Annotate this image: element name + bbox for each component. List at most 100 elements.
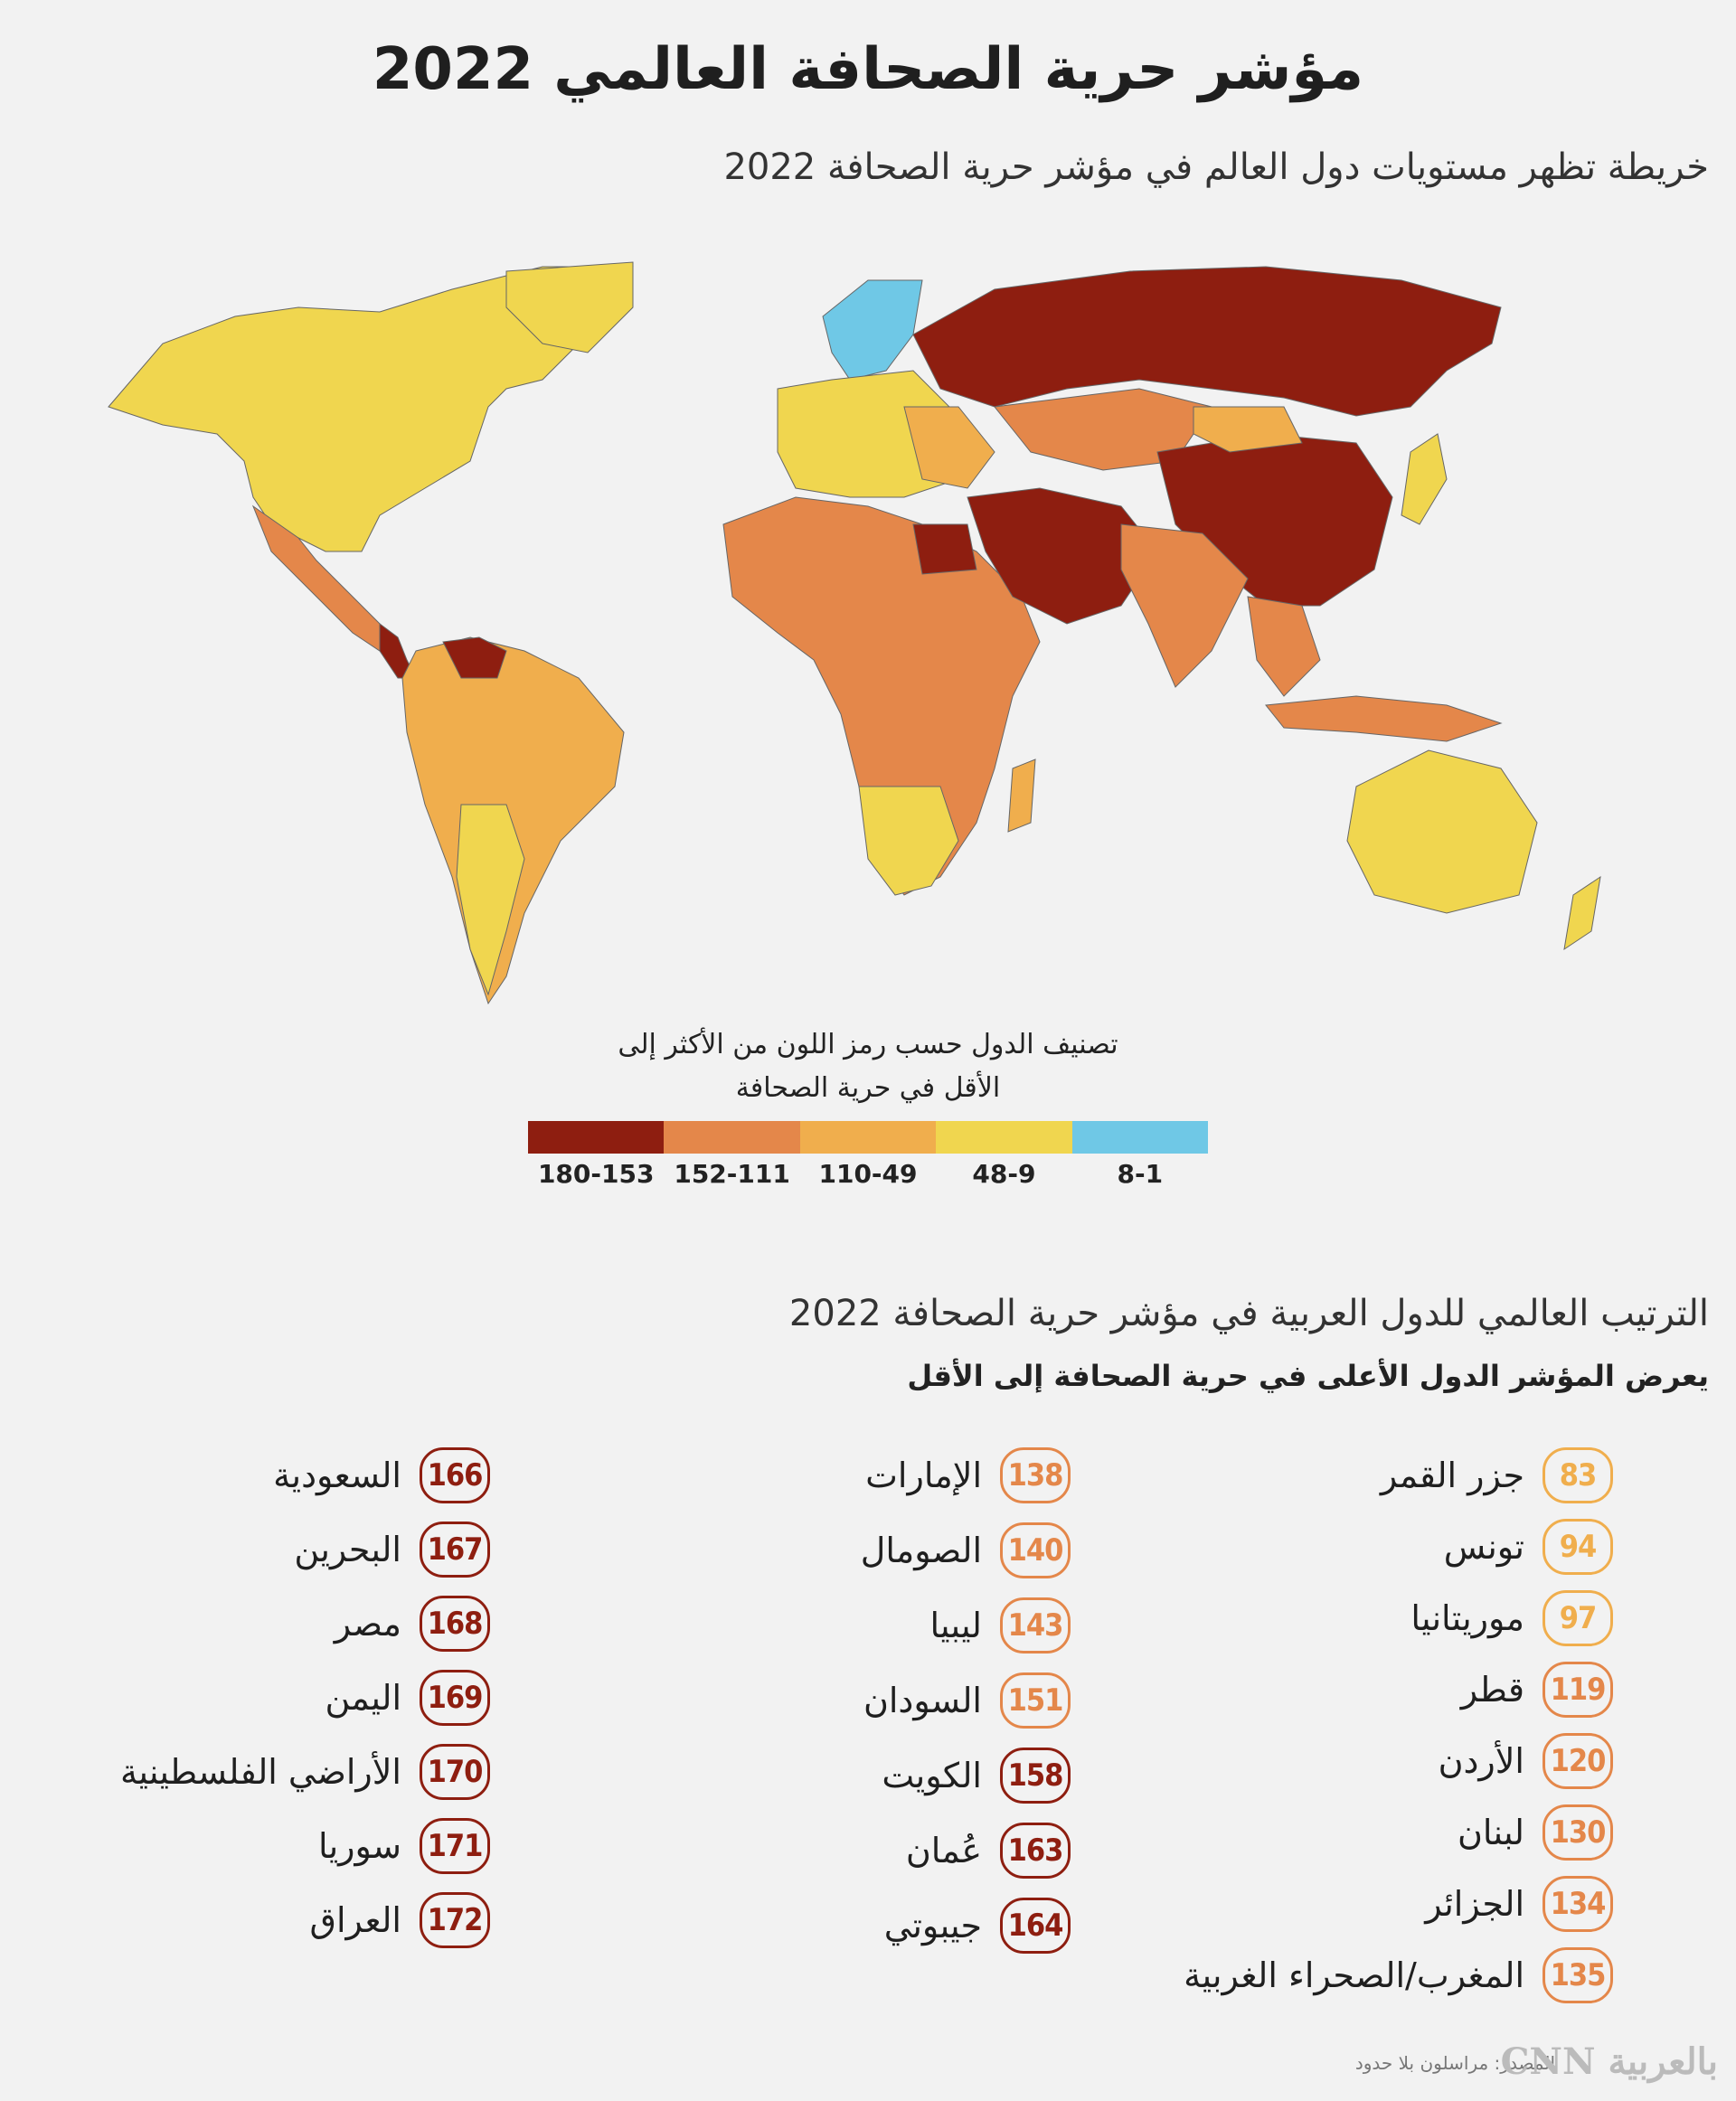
rank-badge: 134 [1543, 1876, 1613, 1932]
source-note: المصدر: مراسلون بلا حدود [1354, 2052, 1555, 2074]
rank-badge: 169 [420, 1670, 490, 1726]
country-name: الأراضي الفلسطينية [120, 1752, 401, 1792]
rank-badge: 143 [1000, 1597, 1071, 1653]
legend-labels: 180-153 152-111 110-49 48-9 8-1 [528, 1155, 1208, 1189]
country-name: جزر القمر [1380, 1456, 1524, 1495]
ranking-row: السودان 151 [564, 1672, 1071, 1729]
legend-title-line1: تصنيف الدول حسب رمز اللون من الأكثر إلى [618, 1029, 1118, 1060]
country-name: الصومال [860, 1531, 982, 1570]
map-subtitle: خريطة تظهر مستويات دول العالم في مؤشر حر… [723, 146, 1709, 188]
ranking-column-2: الإمارات 138 الصومال 140 ليبيا 143 السودان 151 ا… [564, 1447, 1071, 1974]
ranking-row: لبنان 130 [1107, 1804, 1613, 1861]
country-name: قطر [1460, 1670, 1524, 1710]
rank-badge: 167 [420, 1522, 490, 1578]
map-south-america [401, 636, 625, 1005]
ranking-row: ليبيا 143 [564, 1597, 1071, 1653]
country-name: العراق [309, 1900, 401, 1940]
country-name: تونس [1443, 1527, 1524, 1567]
rank-badge: 164 [1000, 1898, 1071, 1954]
ranking-row: جزر القمر 83 [1107, 1447, 1613, 1503]
rank-badge: 120 [1543, 1733, 1613, 1789]
rank-badge: 138 [1000, 1447, 1071, 1503]
map-japan [1401, 433, 1448, 525]
country-name: السودان [863, 1681, 982, 1720]
ranking-row: تونس 94 [1107, 1519, 1613, 1575]
map-southern-africa [858, 786, 959, 896]
map-scandinavia [822, 279, 923, 381]
country-name: الكويت [882, 1756, 982, 1795]
map-greenland [505, 261, 634, 353]
rank-badge: 163 [1000, 1823, 1071, 1879]
map-new-zealand [1563, 875, 1601, 951]
country-name: موريتانيا [1410, 1598, 1524, 1638]
rank-badge: 170 [420, 1744, 490, 1800]
country-name: البحرين [294, 1530, 401, 1569]
map-russia [912, 266, 1502, 417]
rank-badge: 97 [1543, 1590, 1613, 1646]
map-egypt [912, 523, 977, 575]
legend-swatch [528, 1121, 665, 1154]
map-australia [1346, 749, 1538, 914]
ranking-row: العراق 172 [0, 1892, 490, 1948]
ranking-row: سوريا 171 [0, 1818, 490, 1874]
country-name: اليمن [325, 1678, 402, 1718]
legend-swatch [1071, 1121, 1209, 1154]
ranking-row: اليمن 169 [0, 1670, 490, 1726]
world-map [108, 261, 1601, 1005]
map-venezuela [442, 636, 507, 679]
ranking-row: جيبوتي 164 [564, 1898, 1071, 1954]
ranking-row: عُمان 163 [564, 1823, 1071, 1879]
map-india [1120, 523, 1249, 688]
legend-title-line2: الأقل في حرية الصحافة [735, 1072, 1001, 1104]
country-name: الإمارات [865, 1456, 982, 1495]
country-name: السعودية [273, 1456, 401, 1495]
map-southeast-asia [1247, 596, 1321, 697]
ranking-row: الأردن 120 [1107, 1733, 1613, 1789]
legend-label: 48-9 [972, 1159, 1036, 1189]
country-name: عُمان [905, 1831, 982, 1870]
legend-label: 152-111 [674, 1159, 790, 1189]
legend-label: 110-49 [818, 1159, 918, 1189]
country-name: الجزائر [1425, 1884, 1524, 1924]
legend-label: 180-153 [537, 1159, 655, 1189]
country-name: لبنان [1458, 1813, 1524, 1852]
rank-badge: 168 [420, 1596, 490, 1652]
map-madagascar [1007, 758, 1036, 833]
ranking-row: الجزائر 134 [1107, 1876, 1613, 1932]
legend-swatch [664, 1121, 800, 1154]
ranking-row: البحرين 167 [0, 1522, 490, 1578]
map-argentina [456, 804, 525, 996]
ranking-row: موريتانيا 97 [1107, 1590, 1613, 1646]
country-name: ليبيا [929, 1606, 982, 1645]
rank-badge: 151 [1000, 1672, 1071, 1729]
rank-badge: 83 [1543, 1447, 1613, 1503]
country-name: الأردن [1438, 1741, 1524, 1781]
ranking-row: الإمارات 138 [564, 1447, 1071, 1503]
ranking-column-1: جزر القمر 83 تونس 94 موريتانيا 97 قطر 119 الأردن… [1107, 1447, 1613, 2021]
ranking-row: الصومال 140 [564, 1522, 1071, 1578]
ranking-row: السعودية 166 [0, 1447, 490, 1503]
ranking-row: الكويت 158 [564, 1748, 1071, 1804]
map-mongolia [1193, 406, 1303, 453]
map-indonesia [1265, 695, 1503, 742]
rank-badge: 135 [1543, 1947, 1613, 2003]
map-middle-east [967, 487, 1158, 625]
legend-label: 8-1 [1117, 1159, 1164, 1189]
legend-title: تصنيف الدول حسب رمز اللون من الأكثر إلى … [416, 1023, 1320, 1110]
legend-swatch [799, 1121, 937, 1154]
rank-badge: 172 [420, 1892, 490, 1948]
country-name: مصر [334, 1604, 401, 1644]
map-eastern-europe [903, 406, 995, 489]
rank-badge: 140 [1000, 1522, 1071, 1578]
rank-badge: 119 [1543, 1662, 1613, 1718]
ranking-row: الأراضي الفلسطينية 170 [0, 1744, 490, 1800]
ranking-subtitle: يعرض المؤشر الدول الأعلى في حرية الصحافة… [907, 1359, 1709, 1393]
ranking-column-3: السعودية 166 البحرين 167 مصر 168 اليمن 169 الأرا… [0, 1447, 490, 1968]
page-title: مؤشر حرية الصحافة العالمي 2022 [372, 36, 1364, 103]
map-north-america [108, 266, 634, 552]
country-name: المغرب/الصحراء الغربية [1184, 1955, 1524, 1995]
cnn-arabic-logo: بالعربية CNN [1500, 2040, 1718, 2083]
rank-badge: 171 [420, 1818, 490, 1874]
ranking-row: قطر 119 [1107, 1662, 1613, 1718]
ranking-title: الترتيب العالمي للدول العربية في مؤشر حر… [788, 1293, 1709, 1334]
